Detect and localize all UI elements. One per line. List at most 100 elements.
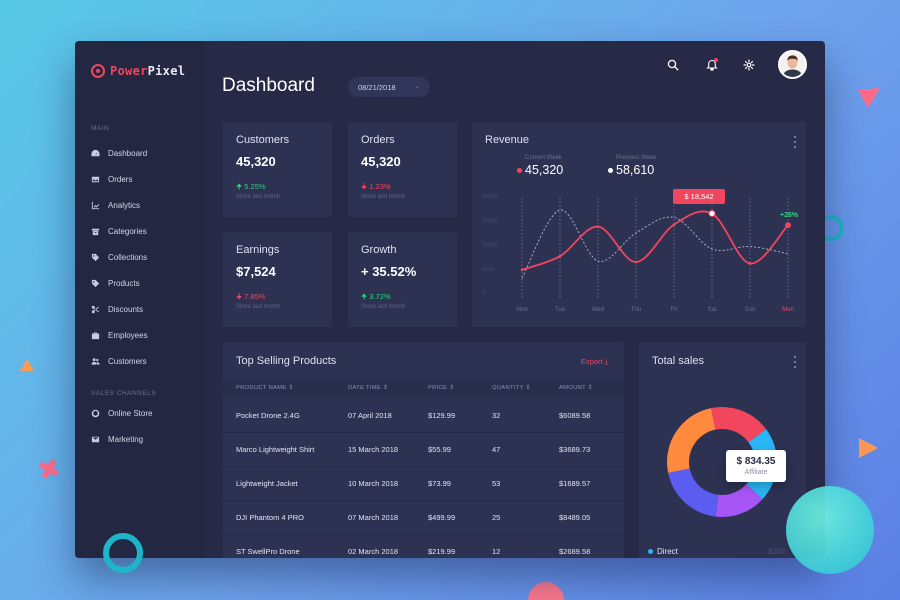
more-options-icon[interactable]: [794, 136, 797, 148]
column-header-date-time[interactable]: DATE TIME ⇕: [348, 385, 389, 391]
cell-date: 07 March 2018: [348, 513, 399, 522]
data-point: [596, 225, 600, 228]
stat-value: 45,320: [361, 154, 401, 169]
more-options-icon[interactable]: [794, 356, 797, 368]
triangle-decoration: [859, 438, 878, 458]
sidebar-item-orders[interactable]: Orders: [91, 166, 201, 192]
dashboard-icon: [91, 149, 100, 156]
cell-amount: $3689.73: [559, 445, 591, 454]
user-avatar-icon: [780, 52, 805, 77]
sidebar-item-categories[interactable]: Categories: [91, 218, 201, 244]
globe-icon: [91, 409, 100, 417]
export-label: Export: [580, 357, 603, 366]
sidebar-item-marketing[interactable]: Marketing: [91, 426, 201, 452]
cell-date: 02 March 2018: [348, 547, 399, 556]
data-point: [558, 254, 562, 258]
legend-dot: [517, 167, 522, 173]
stat-subtext: Since last month: [236, 194, 281, 200]
column-header-quantity[interactable]: QUANTITY ⇕: [492, 385, 531, 391]
table-header: PRODUCT NAME ⇕ DATE TIME ⇕ PRICE ⇕ QUANT…: [223, 380, 624, 398]
sidebar-item-dashboard[interactable]: Dashboard: [91, 140, 201, 166]
sidebar-item-discounts[interactable]: Discounts: [91, 296, 201, 322]
cell-price: $55.99: [428, 445, 451, 454]
arrow-down-icon: 🠋: [361, 182, 370, 191]
sidebar-item-products[interactable]: Products: [91, 270, 201, 296]
plus-decoration: [39, 459, 59, 479]
donut-slice[interactable]: [711, 407, 767, 443]
data-point: [520, 268, 524, 272]
date-picker[interactable]: 08/21/2018 ⌄: [348, 77, 430, 97]
x-tick-label: Mon: [516, 307, 528, 313]
sidebar-item-customers[interactable]: Customers: [91, 348, 201, 374]
column-header-product-name[interactable]: PRODUCT NAME ⇕: [236, 385, 294, 391]
stat-delta: 🠋 7.85%: [236, 292, 266, 301]
cell-price: $219.99: [428, 547, 456, 556]
sidebar-item-label: Analytics: [108, 200, 141, 210]
x-tick-label: Wed: [592, 307, 604, 313]
stat-card-customers[interactable]: Customers 45,320 🠉 5.25% Since last mont…: [223, 122, 332, 217]
legend-direct: Direct: [648, 547, 678, 556]
card-title: Total sales: [652, 355, 704, 367]
table-row[interactable]: Marco Lightweight Shirt 15 March 2018 $5…: [223, 433, 624, 467]
settings-button[interactable]: [743, 58, 755, 71]
highlighted-point[interactable]: [785, 222, 791, 229]
download-icon: ⤓: [604, 357, 608, 366]
x-tick-label: Tue: [555, 307, 566, 313]
blob-decoration: [786, 486, 874, 574]
tooltip-label: Affiliate: [744, 469, 768, 476]
section-label-main: MAIN: [91, 125, 110, 132]
stat-value: $7,524: [236, 264, 276, 279]
data-point: [672, 223, 676, 226]
section-label-sales-channels: SALES CHANNELS: [91, 390, 157, 397]
donut-slice[interactable]: [715, 484, 763, 517]
stat-card-orders[interactable]: Orders 45,320 🠋 1.23% Since last month: [348, 122, 457, 217]
export-button[interactable]: Export ⤓: [581, 357, 608, 367]
sidebar-item-analytics[interactable]: Analytics: [91, 192, 201, 218]
notifications-button[interactable]: [706, 58, 718, 71]
sidebar-item-employees[interactable]: Employees: [91, 322, 201, 348]
stat-card-earnings[interactable]: Earnings $7,524 🠋 7.85% Since last month: [223, 232, 332, 327]
donut-slice[interactable]: [667, 408, 716, 473]
cell-amount: $2689.58: [559, 547, 591, 556]
column-header-price[interactable]: PRICE ⇕: [428, 385, 455, 391]
card-title: Top Selling Products: [236, 355, 337, 367]
sidebar-item-label: Discounts: [108, 304, 144, 314]
donut-slice[interactable]: [668, 468, 719, 517]
column-header-amount[interactable]: AMOUNT ⇕: [559, 385, 593, 391]
stat-delta: 🠋 1.23%: [361, 182, 391, 191]
legend-dot: [648, 549, 653, 554]
cell-product-name: ST SwellPro Drone: [236, 547, 300, 556]
sidebar-item-online-store[interactable]: Online Store: [91, 400, 201, 426]
revenue-line-chart: 20000 15000 10000 5000 0 Mon Tue Wed Thu Fri Sat S…: [482, 194, 794, 313]
triangle-decoration: [20, 359, 34, 371]
cell-amount: $1689.57: [559, 479, 591, 488]
avatar[interactable]: [778, 50, 807, 79]
arrow-up-icon: 🠉: [236, 182, 245, 191]
x-tick-label: Thu: [631, 307, 641, 313]
triangle-decoration: [858, 88, 880, 108]
dashboard-window: PowerPixel MAIN Dashboard Orders Analyti…: [75, 41, 825, 558]
cell-product-name: Lightweight Jacket: [236, 479, 298, 488]
cell-quantity: 12: [492, 547, 501, 556]
sidebar-item-label: Collections: [108, 252, 148, 262]
table-row[interactable]: DJI Phantom 4 PRO 07 March 2018 $499.99 …: [223, 501, 624, 535]
logo[interactable]: PowerPixel: [91, 64, 185, 78]
table-row[interactable]: Lightweight Jacket 10 March 2018 $73.99 …: [223, 467, 624, 501]
box-icon: [91, 228, 100, 235]
stat-card-growth[interactable]: Growth + 35.52% 🠉 3.72% Since last month: [348, 232, 457, 327]
revenue-tooltip: $ 18,542: [673, 189, 725, 204]
ring-decoration: [103, 533, 143, 573]
arrow-down-icon: 🠋: [236, 292, 245, 301]
highlighted-point[interactable]: [708, 210, 716, 218]
table-row[interactable]: ST SwellPro Drone 02 March 2018 $219.99 …: [223, 535, 624, 558]
x-tick-label: Fri: [671, 307, 678, 313]
y-tick-label: 0: [482, 291, 485, 297]
card-title: Revenue: [485, 134, 530, 146]
main-nav: Dashboard Orders Analytics Categories Co…: [91, 140, 201, 374]
sidebar-item-collections[interactable]: Collections: [91, 244, 201, 270]
search-button[interactable]: [667, 58, 679, 71]
channels-nav: Online Store Marketing: [91, 400, 201, 452]
scissors-icon: [91, 305, 100, 313]
table-row[interactable]: Pocket Drone 2.4G 07 April 2018 $129.99 …: [223, 399, 624, 433]
stat-value: + 35.52%: [361, 264, 417, 279]
